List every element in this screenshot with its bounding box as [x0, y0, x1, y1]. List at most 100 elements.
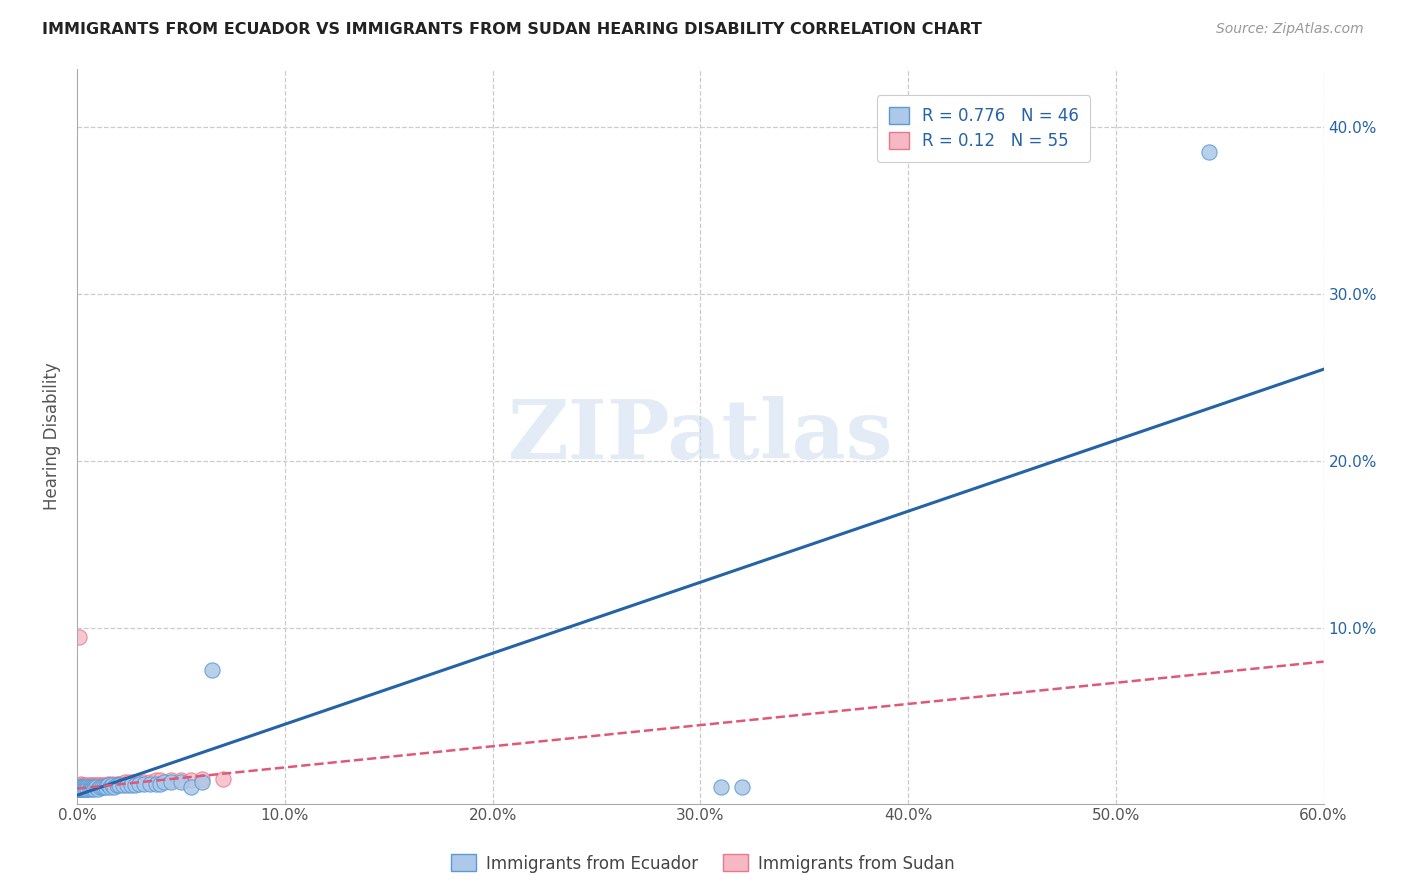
Point [79, 780, 101, 794]
Point [145, 776, 167, 790]
Point [211, 772, 233, 786]
Point [97, 776, 120, 790]
Point [76, 778, 98, 792]
Point [139, 775, 162, 789]
Point [159, 775, 181, 789]
Point [76, 781, 98, 796]
Text: IMMIGRANTS FROM ECUADOR VS IMMIGRANTS FROM SUDAN HEARING DISABILITY CORRELATION : IMMIGRANTS FROM ECUADOR VS IMMIGRANTS FR… [42, 22, 981, 37]
Point [124, 778, 146, 792]
Point [70, 778, 93, 792]
Point [170, 775, 193, 789]
Point [80, 778, 103, 792]
Point [67, 781, 90, 796]
Point [76, 781, 98, 796]
Point [731, 780, 754, 794]
Point [89, 780, 111, 794]
Point [72, 780, 94, 794]
Point [153, 775, 176, 789]
Point [107, 776, 129, 790]
Point [84, 780, 107, 794]
Point [80, 780, 103, 794]
Point [67, 780, 90, 794]
Point [710, 780, 733, 794]
Point [83, 778, 105, 792]
Point [75, 781, 97, 796]
Point [103, 780, 125, 794]
Point [180, 780, 202, 794]
Legend: R = 0.776   N = 46, R = 0.12   N = 55: R = 0.776 N = 46, R = 0.12 N = 55 [877, 95, 1091, 161]
Point [70, 781, 93, 796]
Point [76, 780, 98, 794]
Point [67, 630, 90, 644]
Point [70, 780, 93, 794]
Point [115, 776, 138, 790]
Point [111, 776, 134, 790]
Point [87, 780, 110, 794]
Point [110, 776, 132, 790]
Point [91, 778, 114, 792]
Point [67, 780, 90, 794]
Point [93, 778, 115, 792]
Point [107, 778, 129, 792]
Point [149, 776, 172, 790]
Point [139, 776, 162, 790]
Point [80, 780, 103, 794]
Point [67, 778, 90, 792]
Point [79, 780, 101, 794]
Point [128, 775, 150, 789]
Point [79, 781, 101, 796]
Point [105, 778, 128, 792]
Point [128, 776, 150, 790]
Point [67, 781, 90, 796]
Point [87, 781, 110, 796]
Point [83, 780, 105, 794]
Point [72, 780, 94, 794]
Point [101, 778, 124, 792]
Point [72, 781, 94, 796]
Text: ZIPatlas: ZIPatlas [508, 396, 893, 476]
Point [98, 780, 121, 794]
Point [170, 773, 193, 788]
Point [118, 775, 141, 789]
Point [75, 778, 97, 792]
Point [122, 775, 145, 789]
Point [70, 776, 93, 790]
Point [96, 780, 118, 794]
Point [70, 780, 93, 794]
Point [159, 773, 181, 788]
Point [145, 773, 167, 788]
Point [75, 781, 97, 796]
Point [76, 780, 98, 794]
Point [96, 778, 118, 792]
Point [190, 775, 212, 789]
Point [101, 776, 124, 790]
Point [115, 778, 138, 792]
Point [89, 778, 111, 792]
Point [132, 775, 155, 789]
Point [67, 780, 90, 794]
Point [75, 780, 97, 794]
Point [67, 781, 90, 796]
Legend: Immigrants from Ecuador, Immigrants from Sudan: Immigrants from Ecuador, Immigrants from… [444, 847, 962, 880]
Point [83, 780, 105, 794]
Point [87, 778, 110, 792]
Point [180, 773, 202, 788]
Y-axis label: Hearing Disability: Hearing Disability [44, 362, 60, 510]
Point [149, 773, 172, 788]
Point [83, 781, 105, 796]
Point [201, 663, 224, 677]
Point [120, 778, 142, 792]
Point [105, 776, 128, 790]
Point [70, 781, 93, 796]
Point [114, 775, 136, 789]
Text: Source: ZipAtlas.com: Source: ZipAtlas.com [1216, 22, 1364, 37]
Point [111, 778, 134, 792]
Point [190, 772, 212, 786]
Point [1198, 145, 1220, 159]
Point [75, 780, 97, 794]
Point [72, 778, 94, 792]
Point [72, 781, 94, 796]
Point [84, 780, 107, 794]
Point [80, 781, 103, 796]
Point [97, 778, 120, 792]
